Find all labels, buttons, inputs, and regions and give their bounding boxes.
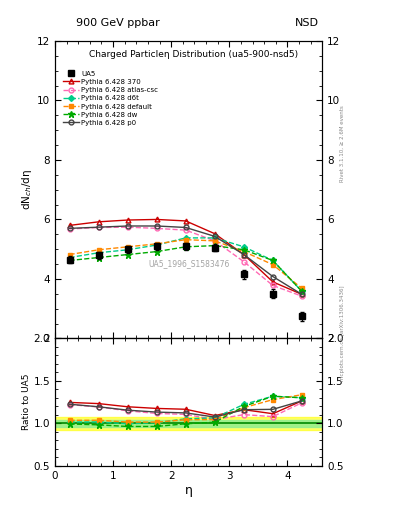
Text: Rivet 3.1.10, ≥ 2.6M events: Rivet 3.1.10, ≥ 2.6M events — [340, 105, 345, 182]
X-axis label: η: η — [185, 483, 193, 497]
Text: mcplots.cern.ch [arXiv:1306.3436]: mcplots.cern.ch [arXiv:1306.3436] — [340, 285, 345, 380]
Y-axis label: dN$_{ch}$/dη: dN$_{ch}$/dη — [20, 169, 34, 210]
Text: UA5_1996_S1583476: UA5_1996_S1583476 — [148, 260, 230, 269]
Legend: UA5, Pythia 6.428 370, Pythia 6.428 atlas-csc, Pythia 6.428 d6t, Pythia 6.428 de: UA5, Pythia 6.428 370, Pythia 6.428 atla… — [61, 68, 160, 128]
Y-axis label: Ratio to UA5: Ratio to UA5 — [22, 374, 31, 431]
Text: NSD: NSD — [294, 18, 319, 28]
Text: Charged Particleη Distribution (ua5-900-nsd5): Charged Particleη Distribution (ua5-900-… — [90, 50, 299, 59]
Bar — [55, 417, 322, 430]
Text: 900 GeV ppbar: 900 GeV ppbar — [76, 18, 160, 28]
Bar — [55, 420, 322, 427]
